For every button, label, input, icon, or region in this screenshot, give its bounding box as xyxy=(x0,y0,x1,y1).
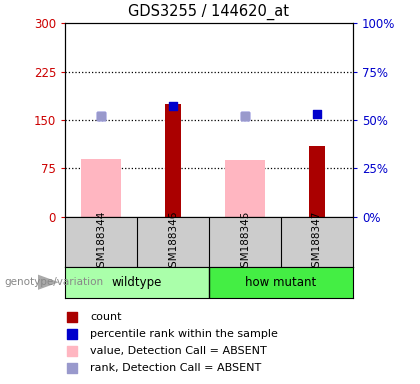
Text: value, Detection Call = ABSENT: value, Detection Call = ABSENT xyxy=(90,346,267,356)
Bar xyxy=(309,146,325,217)
Point xyxy=(308,73,315,79)
Bar xyxy=(65,267,209,298)
Text: GSM188346: GSM188346 xyxy=(168,210,178,274)
Text: GSM188347: GSM188347 xyxy=(312,210,322,274)
Point xyxy=(308,227,315,233)
Text: GSM188344: GSM188344 xyxy=(96,210,106,274)
Text: percentile rank within the sample: percentile rank within the sample xyxy=(90,329,278,339)
Text: rank, Detection Call = ABSENT: rank, Detection Call = ABSENT xyxy=(90,363,262,373)
Text: GSM188345: GSM188345 xyxy=(240,210,250,274)
Point xyxy=(170,103,176,109)
Point xyxy=(98,113,105,119)
Point xyxy=(241,113,248,119)
Text: genotype/variation: genotype/variation xyxy=(4,277,103,287)
Text: how mutant: how mutant xyxy=(245,276,317,289)
Point xyxy=(241,113,248,119)
Bar xyxy=(81,159,121,217)
Text: wildtype: wildtype xyxy=(112,276,162,289)
Bar xyxy=(209,267,353,298)
Point xyxy=(98,113,105,119)
Bar xyxy=(165,104,181,217)
Bar xyxy=(225,160,265,217)
Polygon shape xyxy=(38,275,59,290)
Title: GDS3255 / 144620_at: GDS3255 / 144620_at xyxy=(129,4,289,20)
Point xyxy=(313,111,320,117)
Text: count: count xyxy=(90,312,122,322)
